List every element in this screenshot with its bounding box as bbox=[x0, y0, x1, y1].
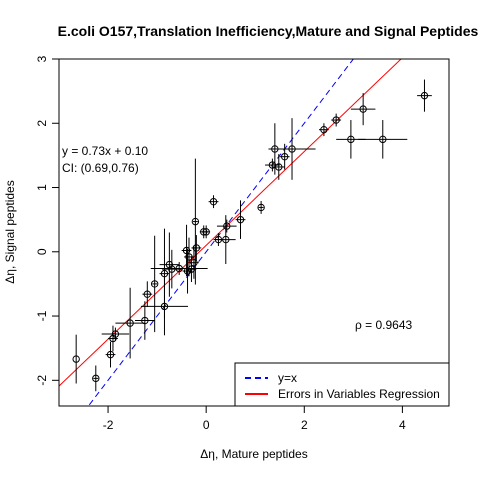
rho-annotation: ρ = 0.9643 bbox=[355, 318, 413, 332]
ci-annotation: CI: (0.69,0.76) bbox=[62, 161, 139, 175]
data-point bbox=[223, 222, 231, 230]
data-point bbox=[150, 280, 159, 288]
data-point bbox=[271, 145, 279, 153]
y-axis-label: Δη, Signal peptides bbox=[3, 180, 17, 283]
data-point bbox=[165, 260, 174, 269]
data-point bbox=[175, 264, 183, 273]
y-tick-label: -2 bbox=[35, 375, 49, 386]
data-point bbox=[268, 161, 277, 169]
data-point bbox=[126, 319, 134, 327]
chart-title: E.coli O157,Translation Inefficiency,Mat… bbox=[58, 23, 479, 39]
data-point bbox=[182, 246, 191, 255]
x-tick-label: 4 bbox=[399, 418, 406, 432]
data-point bbox=[379, 135, 387, 144]
data-point bbox=[109, 334, 117, 343]
data-point bbox=[332, 116, 340, 124]
data-point bbox=[160, 269, 169, 278]
data-point bbox=[72, 355, 80, 363]
equation-annotation: y = 0.73x + 0.10 bbox=[62, 144, 148, 158]
data-point bbox=[190, 259, 198, 267]
data-point bbox=[92, 374, 100, 383]
legend: y=x Errors in Variables Regression bbox=[234, 362, 450, 407]
data-point bbox=[214, 235, 223, 244]
data-point bbox=[359, 105, 367, 113]
y-tick-label: 3 bbox=[35, 55, 49, 62]
legend-entry-regression: Errors in Variables Regression bbox=[278, 387, 440, 401]
y-axis: -2 -1 0 1 2 3 bbox=[35, 55, 60, 386]
data-point bbox=[143, 290, 152, 298]
data-point bbox=[347, 135, 355, 144]
data-point bbox=[106, 350, 115, 359]
data-point bbox=[257, 203, 265, 212]
data-point bbox=[141, 316, 149, 325]
data-point bbox=[288, 145, 296, 153]
y-tick-label: -1 bbox=[35, 310, 49, 321]
x-tick-label: -2 bbox=[103, 418, 114, 432]
data-point bbox=[209, 197, 218, 206]
data-point bbox=[168, 265, 176, 273]
yx-line bbox=[87, 59, 354, 406]
data-point bbox=[183, 267, 192, 275]
data-point bbox=[275, 163, 283, 171]
data-point bbox=[185, 253, 193, 261]
legend-entry-yx: y=x bbox=[278, 371, 297, 385]
data-point bbox=[191, 217, 200, 226]
x-axis: -2 0 2 4 bbox=[103, 405, 406, 432]
y-tick-label: 0 bbox=[35, 248, 49, 255]
data-point bbox=[420, 91, 429, 100]
error-bars bbox=[75, 79, 432, 392]
y-tick-label: 1 bbox=[35, 184, 49, 191]
data-point bbox=[111, 330, 120, 338]
regression-line bbox=[59, 59, 402, 387]
x-tick-label: 2 bbox=[301, 418, 308, 432]
x-tick-label: 0 bbox=[203, 418, 210, 432]
data-point bbox=[200, 228, 208, 236]
plot-frame bbox=[58, 58, 450, 407]
data-point bbox=[160, 302, 169, 311]
legend-box bbox=[234, 362, 450, 407]
x-axis-label: Δη, Mature peptides bbox=[200, 447, 307, 461]
data-point bbox=[192, 244, 201, 252]
data-point bbox=[236, 215, 245, 224]
y-tick-label: 2 bbox=[35, 120, 49, 127]
data-point bbox=[280, 152, 289, 161]
reference-lines bbox=[59, 59, 402, 406]
data-point bbox=[222, 235, 230, 244]
data-point bbox=[187, 265, 196, 273]
data-points bbox=[72, 91, 429, 383]
data-point bbox=[320, 125, 328, 134]
data-point bbox=[202, 228, 210, 236]
